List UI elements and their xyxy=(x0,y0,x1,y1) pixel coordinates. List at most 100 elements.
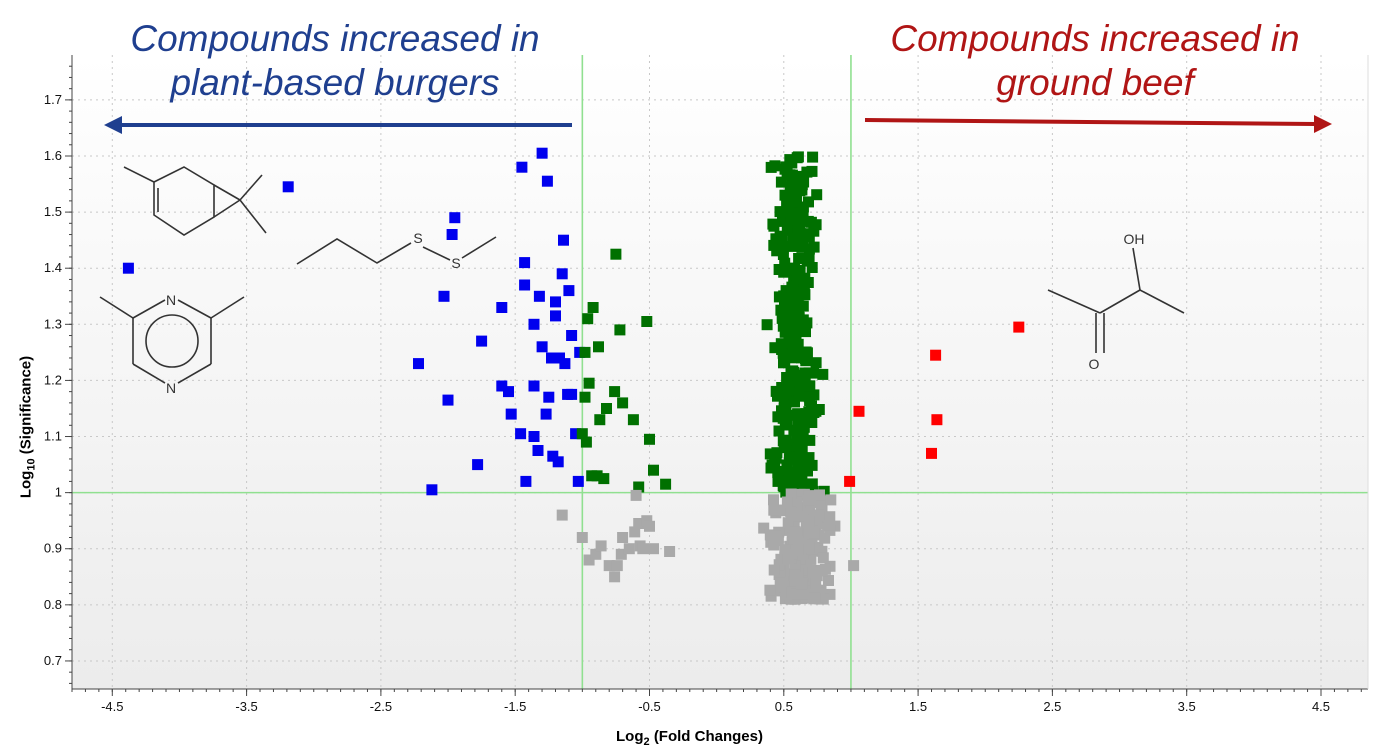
data-point xyxy=(774,206,786,218)
data-point xyxy=(782,380,794,392)
data-point xyxy=(805,553,817,565)
data-point xyxy=(781,221,793,233)
annotation-beef-line-1: Compounds increased in xyxy=(890,18,1300,59)
data-point xyxy=(791,588,802,600)
threshold-lines xyxy=(72,55,1368,689)
data-point xyxy=(819,532,831,544)
data-point xyxy=(803,585,815,597)
data-point xyxy=(796,241,808,253)
data-point xyxy=(614,324,626,336)
data-point xyxy=(800,408,812,420)
data-point xyxy=(803,516,815,528)
data-point xyxy=(775,304,787,316)
x-tick-label: 3.5 xyxy=(1178,699,1196,714)
data-point xyxy=(931,414,943,426)
data-point xyxy=(768,494,779,506)
data-point xyxy=(556,509,568,521)
y-tick-label: 0.9 xyxy=(44,541,62,556)
data-point xyxy=(792,228,804,239)
data-point xyxy=(804,434,816,446)
plot-area xyxy=(72,55,1368,689)
data-point xyxy=(778,581,790,593)
data-point xyxy=(785,308,797,319)
data-point xyxy=(808,225,820,237)
data-point xyxy=(282,181,294,193)
data-point xyxy=(496,380,508,392)
data-point xyxy=(764,584,776,596)
data-point xyxy=(776,233,788,245)
data-point xyxy=(550,310,561,322)
data-point xyxy=(785,210,797,221)
data-point xyxy=(630,489,642,501)
data-point xyxy=(556,268,568,280)
data-point xyxy=(807,567,819,578)
data-point xyxy=(769,457,781,469)
acetoin-molecule xyxy=(1047,247,1185,353)
data-point xyxy=(773,264,785,275)
data-point xyxy=(449,212,461,224)
data-point xyxy=(772,585,783,597)
data-point xyxy=(823,575,834,586)
data-point xyxy=(778,357,789,369)
data-point xyxy=(594,414,606,426)
data-point xyxy=(803,391,815,403)
data-point xyxy=(541,175,553,187)
data-point xyxy=(520,475,532,487)
molecule-structures xyxy=(99,166,1185,384)
data-point xyxy=(546,352,557,364)
data-point xyxy=(795,456,807,468)
disulfide-s-1: S xyxy=(413,230,422,246)
data-point xyxy=(791,193,803,205)
data-point xyxy=(803,452,815,464)
x-tick-label: -4.5 xyxy=(101,699,123,714)
disulfide-molecule xyxy=(296,236,497,265)
data-point xyxy=(793,387,805,399)
data-point xyxy=(496,302,508,313)
x-tick-label: -0.5 xyxy=(638,699,660,714)
data-point xyxy=(798,479,810,491)
data-point xyxy=(515,428,527,440)
data-point xyxy=(806,165,818,177)
data-point xyxy=(610,248,622,260)
data-point xyxy=(591,470,603,482)
data-point xyxy=(787,438,799,450)
data-point xyxy=(818,518,829,529)
data-point xyxy=(784,187,796,198)
data-point xyxy=(648,464,659,476)
data-point xyxy=(779,295,790,307)
data-point xyxy=(644,520,655,532)
pyrazine-n-bottom: N xyxy=(166,380,176,396)
data-point xyxy=(824,511,836,523)
data-point xyxy=(765,161,777,173)
data-point xyxy=(777,242,789,254)
data-point xyxy=(664,546,676,557)
data-point xyxy=(803,542,815,553)
data-point xyxy=(641,316,653,327)
data-point xyxy=(776,382,788,393)
data-point xyxy=(563,285,575,297)
data-point xyxy=(426,484,438,496)
disulfide-s-2: S xyxy=(451,255,460,271)
data-point xyxy=(576,532,588,543)
data-point xyxy=(476,335,488,347)
data-point xyxy=(778,405,790,417)
data-point xyxy=(779,257,791,269)
y-tick-label: 1.7 xyxy=(44,92,62,107)
data-point xyxy=(786,480,798,492)
right-arrow-head xyxy=(1314,115,1332,133)
data-point xyxy=(788,576,800,588)
data-point xyxy=(579,391,591,403)
data-point xyxy=(590,548,602,560)
data-point xyxy=(813,509,824,521)
data-point xyxy=(781,459,793,471)
data-points xyxy=(122,147,1025,605)
bicyclic-molecule xyxy=(123,166,267,236)
data-point xyxy=(446,229,458,240)
data-point xyxy=(770,233,782,245)
data-point xyxy=(781,419,793,431)
data-point xyxy=(764,529,776,541)
data-point xyxy=(810,578,822,589)
data-point xyxy=(792,414,804,426)
data-point xyxy=(794,185,806,197)
data-point xyxy=(784,154,796,166)
